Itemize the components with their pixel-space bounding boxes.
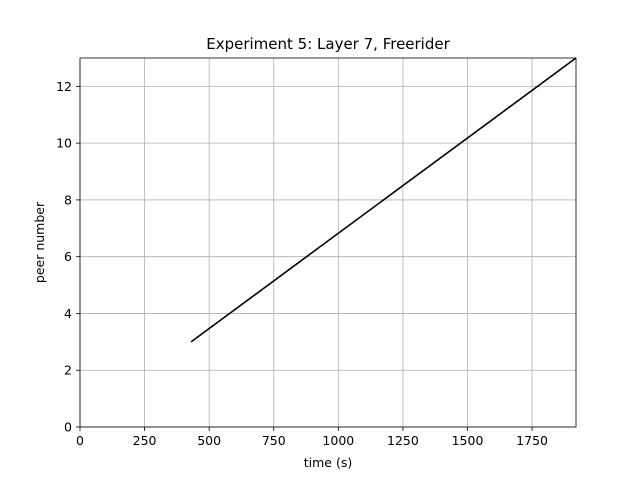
y-tick-label: 4 [64, 306, 72, 321]
grid [79, 58, 576, 428]
x-tick-label: 0 [76, 433, 84, 448]
y-tick-label: 8 [64, 192, 72, 207]
y-tick-label: 6 [64, 249, 72, 264]
series-layer [190, 57, 577, 343]
x-tick-label: 750 [262, 433, 286, 448]
x-tick-label: 1750 [516, 433, 548, 448]
y-tick-label: 10 [56, 136, 72, 151]
y-tick-label: 2 [64, 363, 72, 378]
x-tick-label: 250 [133, 433, 157, 448]
plot-frame [79, 57, 577, 428]
y-axis: 0 2 4 6 8 10 12 [56, 79, 80, 435]
series-line [190, 57, 577, 343]
y-tick-label: 0 [64, 420, 72, 435]
y-tick-label: 12 [56, 79, 72, 94]
x-axis: 0 250 500 750 1000 1250 1500 1750 [76, 427, 548, 448]
x-tick-label: 1000 [322, 433, 354, 448]
y-axis-label: peer number [32, 201, 47, 283]
x-tick-label: 1250 [387, 433, 419, 448]
x-axis-label: time (s) [304, 455, 352, 470]
x-tick-label: 500 [197, 433, 221, 448]
chart-title: Experiment 5: Layer 7, Freerider [206, 35, 450, 53]
x-tick-label: 1500 [452, 433, 484, 448]
